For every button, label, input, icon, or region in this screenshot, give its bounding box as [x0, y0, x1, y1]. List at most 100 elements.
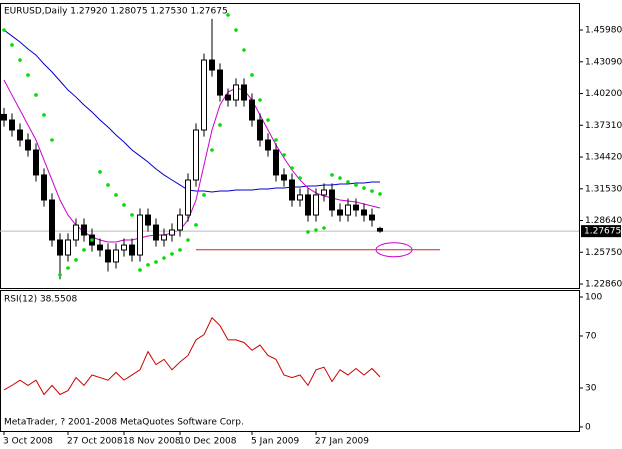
sar-dot: [186, 238, 190, 242]
candle-body: [1, 113, 7, 121]
sar-dot: [306, 230, 310, 234]
x-tick-label: 3 Oct 2008: [3, 437, 53, 447]
sar-dot: [322, 226, 326, 230]
sar-dot: [226, 13, 230, 17]
sar-dot: [90, 238, 94, 242]
candle-body: [225, 94, 231, 101]
candle-body: [369, 214, 375, 221]
candle-body: [209, 59, 215, 71]
candle-body: [217, 69, 223, 96]
sar-dot: [178, 248, 182, 252]
x-tick-label: 5 Jan 2009: [251, 437, 299, 447]
sar-dot: [370, 189, 374, 193]
y-tick-label: 1.25750: [585, 248, 622, 258]
candle-body: [129, 244, 135, 256]
sar-dot: [282, 153, 286, 157]
candle-body: [377, 227, 383, 232]
candle-body: [257, 119, 263, 141]
sar-dot: [146, 263, 150, 267]
sar-dot: [106, 183, 110, 187]
candle-body: [121, 244, 127, 251]
sar-dot: [314, 228, 318, 232]
candle-body: [57, 239, 63, 256]
candle-body: [353, 204, 359, 211]
candle-body: [97, 244, 103, 251]
sar-dot: [346, 180, 350, 184]
candle-body: [273, 149, 279, 176]
y-tick-label: 1.43090: [585, 57, 622, 67]
sar-dot: [50, 138, 54, 142]
candle-body: [33, 149, 39, 176]
candle-body: [185, 179, 191, 216]
copyright: MetaTrader, ? 2001-2008 MetaQuotes Softw…: [4, 418, 244, 428]
sar-dot: [194, 223, 198, 227]
y-tick-label: 0: [585, 422, 591, 432]
sar-dot: [162, 256, 166, 260]
sar-dot: [18, 58, 22, 62]
candle-body: [281, 174, 287, 181]
sar-dot: [274, 138, 278, 142]
sar-dot: [138, 268, 142, 272]
moving-average: [3, 29, 380, 193]
rsi-panel-frame: [0, 290, 580, 432]
sar-dot: [2, 28, 6, 32]
rsi-line: [3, 316, 381, 396]
sar-dot: [170, 252, 174, 256]
candle-body: [161, 234, 167, 241]
candle-body: [25, 139, 31, 151]
candle-body: [241, 84, 247, 101]
sar-dot: [10, 43, 14, 47]
x-tick-label: 27 Oct 2008: [67, 437, 123, 447]
candle-body: [193, 129, 199, 181]
y-tick-label: 30: [585, 383, 597, 393]
candle-body: [41, 174, 47, 201]
x-tick-label: 18 Nov 2008: [123, 437, 181, 447]
candle-body: [145, 214, 151, 226]
candle-body: [105, 249, 111, 263]
sar-dot: [378, 192, 382, 196]
sar-dot: [330, 173, 334, 177]
candle-body: [17, 129, 23, 141]
sar-dot: [130, 213, 134, 217]
sar-dot: [242, 48, 246, 52]
x-tick-label: 10 Dec 2008: [179, 437, 237, 447]
candle-body: [201, 59, 207, 131]
candle-body: [233, 84, 239, 101]
moving-average: [3, 79, 381, 243]
y-tick-label: 1.40200: [585, 89, 622, 99]
candle-body: [289, 179, 295, 201]
y-tick-label: 1.45980: [585, 26, 622, 36]
candle-body: [49, 199, 55, 241]
sar-dot: [154, 260, 158, 264]
sar-dot: [298, 176, 302, 180]
sar-dot: [34, 93, 38, 97]
candle-body: [337, 209, 343, 216]
y-tick-label: 1.37310: [585, 121, 622, 131]
candle-body: [137, 214, 143, 256]
main-panel-frame: [0, 3, 580, 289]
sar-dot: [26, 73, 30, 77]
sar-dot: [66, 266, 70, 270]
sar-dot: [202, 193, 206, 197]
y-tick-label: 100: [585, 292, 602, 302]
candle-body: [113, 249, 119, 263]
sar-dot: [354, 183, 358, 187]
candle-body: [153, 224, 159, 241]
sar-dot: [218, 123, 222, 127]
candle-body: [305, 194, 311, 216]
candle-body: [177, 214, 183, 231]
candle-body: [329, 189, 335, 211]
bid-label: 1.27675: [584, 227, 621, 237]
y-tick-label: 1.28640: [585, 216, 622, 226]
rsi-title: RSI(12) 38.5508: [4, 295, 77, 305]
sar-dot: [98, 170, 102, 174]
candle-body: [81, 224, 87, 236]
chart-title: EURUSD,Daily 1.27920 1.28075 1.27530 1.2…: [4, 7, 228, 17]
sar-dot: [210, 148, 214, 152]
candle-body: [249, 99, 255, 121]
sar-dot: [42, 113, 46, 117]
candle-body: [345, 204, 351, 216]
sar-dot: [258, 98, 262, 102]
sar-dot: [362, 186, 366, 190]
level-marker: [375, 242, 413, 258]
